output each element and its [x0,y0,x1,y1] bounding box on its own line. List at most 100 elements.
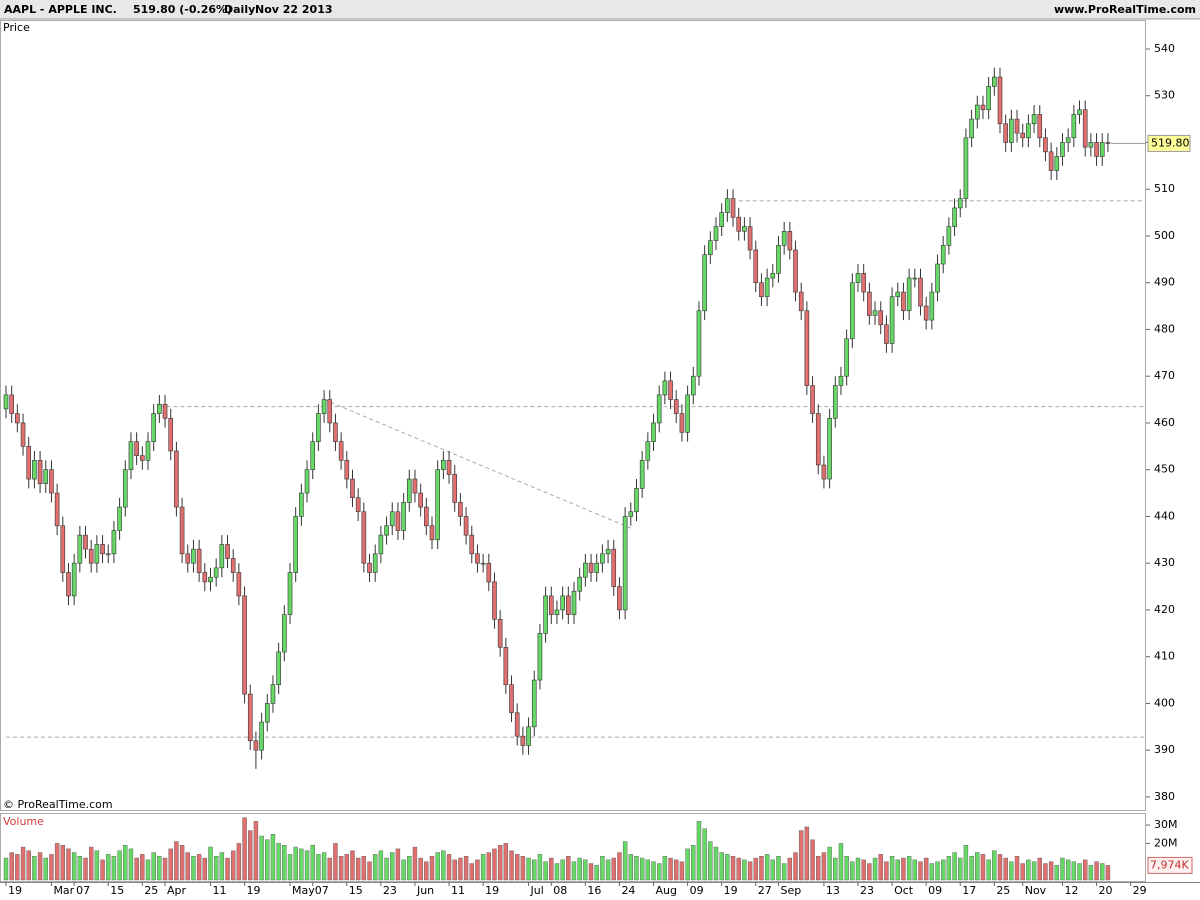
candle-body [219,544,225,569]
candle-body [759,282,764,298]
y2-tick-label: 20M [1154,836,1178,849]
candle-body [350,478,355,499]
volume-bar [503,843,509,881]
volume-bar [611,857,616,881]
volume-bar [861,859,866,881]
candle-body [1071,114,1077,139]
candle-body [77,534,83,564]
volume-bar [435,852,440,881]
volume-bar [770,859,775,881]
volume-bar [151,852,156,881]
volume-bar [855,857,861,881]
candle-body [293,516,298,573]
candle-body [895,291,901,298]
candle-body [299,492,304,517]
candle-body [980,104,986,111]
candle-body [94,544,100,564]
candle-body [656,394,662,424]
volume-bar [725,854,730,881]
candle-body [196,548,202,573]
candle-body [702,254,707,312]
candle-body [49,469,54,494]
candle-body [66,572,71,597]
y-tick-label: 500 [1154,229,1175,242]
volume-bar [691,845,696,881]
candle-body [537,633,543,681]
candle-body [520,735,526,746]
volume-bar [15,854,20,881]
candle-body [884,324,889,344]
volume-bar [549,857,554,881]
volume-bar [946,855,952,881]
y-tick-label: 410 [1154,650,1175,663]
volume-bar [492,848,497,881]
x-tick-label: Jun [416,884,434,897]
price-label: Price [3,21,30,34]
volume-bar [702,828,707,881]
candle-body [162,403,168,419]
candle-body [940,245,946,265]
candle-body [673,399,679,414]
candle-body [577,576,582,592]
volume-bar [1026,859,1031,881]
volume-bar [543,861,548,881]
date: Nov 22 2013 [255,3,333,16]
candle-body [378,534,384,555]
volume-bar [452,859,457,881]
candle-body [815,413,821,466]
volume-bar [838,843,844,881]
volume-bar [253,821,259,881]
candle-body [15,413,20,424]
candle-body [969,118,974,139]
volume-bar [997,854,1003,881]
volume-bar [1105,865,1111,881]
candle-body [435,469,440,541]
volume-bar [66,848,71,881]
candle-body [247,693,253,742]
candle-body [321,399,327,414]
volume-bar [37,852,43,881]
candle-body [264,703,270,723]
volume-bar [588,863,594,881]
x-tick-label: 15 [110,884,124,897]
volume-bar [742,859,747,881]
volume-bar [554,863,560,881]
candle-body [463,516,469,536]
volume-bar [480,854,486,881]
volume-bar [407,855,412,881]
volume-bar [208,846,213,881]
candle-body [338,441,344,461]
y-tick-label: 480 [1154,322,1175,335]
volume-bar [32,855,37,881]
candle-body [88,548,94,564]
volume-bar [299,848,304,881]
volume-bar [975,852,980,881]
candle-body [548,595,554,615]
volume-bar [685,848,690,881]
volume-bar [526,857,531,881]
candle-body [225,544,230,559]
candle-body [1077,109,1082,115]
x-tick-label: 11 [212,884,226,897]
volume-bar [816,855,821,881]
volume-bar [696,821,702,881]
volume-bar [49,854,54,881]
volume-bar [793,852,798,881]
volume-bar [1094,861,1099,881]
volume-bar [475,859,480,881]
volume-bar [747,861,753,881]
candle-body [179,506,185,555]
volume-bar [157,855,162,881]
volume-bar [583,859,588,881]
candle-body [32,460,37,480]
volume-bar [912,859,917,881]
candle-body [634,488,639,513]
candle-body [997,76,1003,125]
volume-bar [111,855,117,881]
candle-body [1037,114,1043,139]
volume-bar [1043,863,1048,881]
volume-bar [787,857,793,881]
volume-bar [668,857,673,881]
volume-bar [168,848,173,881]
